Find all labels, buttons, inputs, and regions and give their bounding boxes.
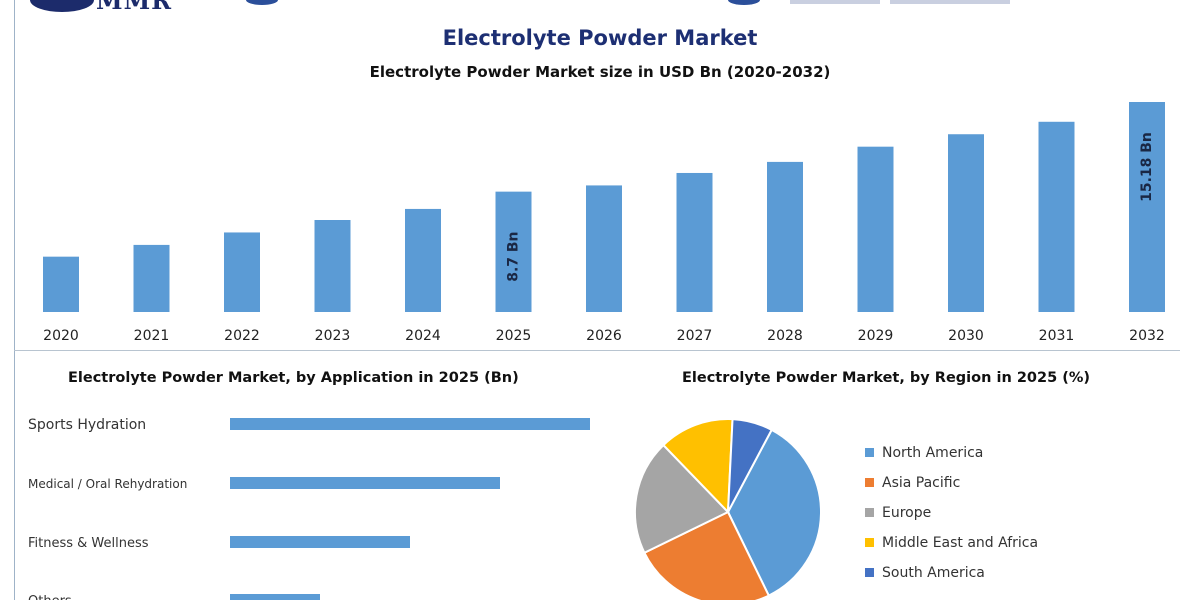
bar-2028 — [767, 161, 803, 312]
x-tick-2031: 2031 — [1039, 328, 1075, 344]
hbar-0 — [230, 418, 590, 430]
bar-2022 — [224, 232, 260, 312]
x-tick-2023: 2023 — [315, 328, 351, 344]
bar-2030 — [948, 134, 984, 312]
circle-icon-2 — [728, 0, 760, 5]
data-label-2025: 8.7 Bn — [506, 231, 522, 281]
legend-label-2: Europe — [882, 505, 931, 521]
chart-subtitle: Electrolyte Powder Market size in USD Bn… — [369, 63, 831, 81]
legend-label-3: Middle East and Africa — [882, 535, 1038, 551]
circle-icon — [246, 0, 278, 5]
pie-slice-2 — [634, 443, 730, 555]
market-size-bar-chart: 2020 2021 2022 2023 2024 2025 8.7 Bn 2026 2027 20… — [43, 102, 1165, 344]
legend-swatch-0 — [865, 448, 874, 457]
x-tick-2020: 2020 — [43, 328, 79, 344]
bar-2031 — [1038, 121, 1075, 312]
infographic-frame — [14, 0, 1200, 600]
bar-2029 — [857, 146, 894, 312]
pie-slice-3 — [661, 418, 734, 515]
legend-swatch-3 — [865, 538, 874, 547]
bar-2020 — [43, 256, 79, 312]
x-tick-2025: 2025 — [496, 328, 532, 344]
x-tick-2021: 2021 — [134, 328, 170, 344]
region-pie-chart: North America Asia Pacific Europe Middle Ea… — [634, 418, 1038, 600]
x-tick-2024: 2024 — [405, 328, 441, 344]
legend-label-0: North America — [882, 445, 983, 461]
bar-2023 — [314, 220, 351, 312]
legend-label-1: Asia Pacific — [882, 475, 960, 491]
bar-2021 — [133, 244, 170, 312]
bar-2024 — [405, 208, 441, 312]
globe-icon — [30, 0, 94, 12]
bar-2027 — [676, 172, 713, 312]
legend-swatch-4 — [865, 568, 874, 577]
bar-2025 — [495, 191, 532, 312]
section-divider — [14, 350, 1180, 351]
hbar-2 — [230, 536, 410, 548]
category-label-1: Medical / Oral Rehydration — [28, 477, 187, 491]
x-tick-2028: 2028 — [767, 328, 803, 344]
category-label-2: Fitness & Wellness — [28, 536, 149, 551]
logo-bar-left — [790, 0, 880, 4]
category-label-3: Others — [28, 594, 72, 600]
application-bar-chart: Sports Hydration Medical / Oral Rehydrati… — [28, 417, 590, 600]
header-logo-strip — [30, 0, 1010, 12]
x-tick-2027: 2027 — [677, 328, 713, 344]
pie-slice-0 — [726, 428, 822, 597]
legend-swatch-2 — [865, 508, 874, 517]
x-tick-2029: 2029 — [858, 328, 894, 344]
application-chart-title: Electrolyte Powder Market, by Applicatio… — [68, 370, 519, 386]
pie-slice-4 — [727, 418, 774, 513]
hbar-3 — [230, 594, 320, 600]
x-tick-2022: 2022 — [224, 328, 260, 344]
bar-2032 — [1129, 102, 1165, 312]
chart-title: Electrolyte Powder Market — [442, 26, 758, 50]
category-label-0: Sports Hydration — [28, 417, 146, 433]
legend-label-4: South America — [882, 565, 985, 581]
legend-swatch-1 — [865, 478, 874, 487]
hbar-1 — [230, 477, 500, 489]
x-tick-2026: 2026 — [586, 328, 622, 344]
x-tick-2032: 2032 — [1129, 328, 1165, 344]
data-label-2032: 15.18 Bn — [1139, 132, 1155, 202]
x-tick-2030: 2030 — [948, 328, 984, 344]
bar-2026 — [586, 185, 622, 312]
region-chart-title: Electrolyte Powder Market, by Region in … — [682, 370, 1091, 386]
company-logo-text: MMR — [96, 0, 173, 15]
logo-bar-right — [890, 0, 1010, 4]
